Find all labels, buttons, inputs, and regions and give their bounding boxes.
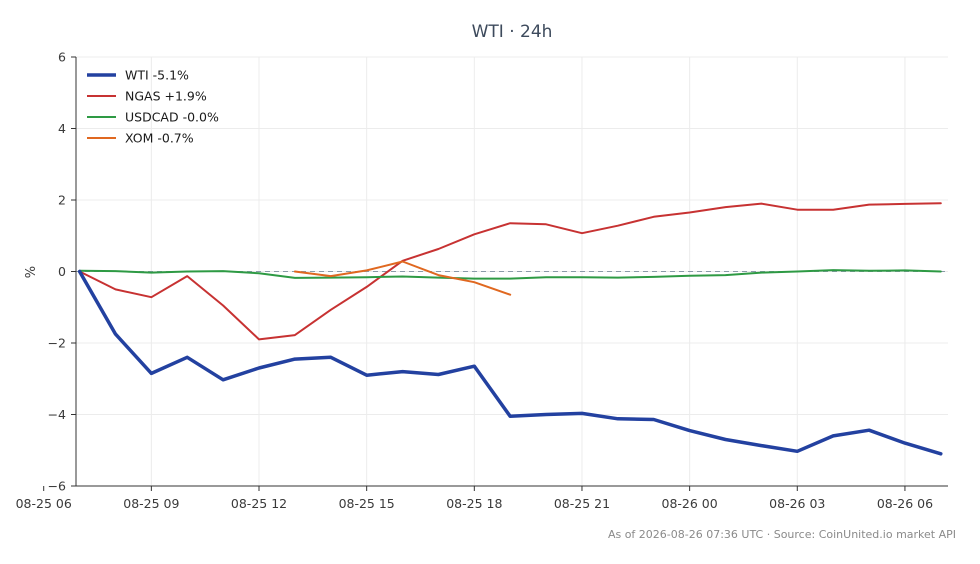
footer-source: As of 2026-08-26 07:36 UTC · Source: Coi… xyxy=(608,528,956,541)
legend-label: NGAS +1.9% xyxy=(125,89,207,104)
y-axis-label: % xyxy=(24,266,39,278)
legend-label: XOM -0.7% xyxy=(125,131,194,146)
y-tick-label: 2 xyxy=(58,193,66,208)
legend-item: NGAS +1.9% xyxy=(87,89,207,104)
x-tick-label: 08-25 15 xyxy=(339,496,395,511)
series-line-ngas xyxy=(78,202,942,341)
x-tick-label: 08-25 09 xyxy=(123,496,179,511)
series-line-wti xyxy=(77,269,943,456)
y-tick-label: 6 xyxy=(58,50,66,65)
series-line-xom xyxy=(293,260,512,296)
legend-item: WTI -5.1% xyxy=(87,68,189,83)
series-line-usdcad xyxy=(78,269,942,280)
legend: WTI -5.1% NGAS +1.9% USDCAD -0.0% XOM -0.7% xyxy=(87,68,219,146)
legend-item: XOM -0.7% xyxy=(87,131,194,146)
x-ticks: 08-25 06 08-25 09 08-25 12 08-25 15 08-25 18… xyxy=(16,486,933,511)
x-tick-label: 08-25 21 xyxy=(554,496,610,511)
x-tick-label: 08-26 06 xyxy=(877,496,933,511)
y-ticks: −6 −4 −2 0 2 4 6 xyxy=(48,50,76,494)
legend-label: WTI -5.1% xyxy=(125,68,189,83)
y-tick-label: −6 xyxy=(48,479,66,494)
x-tick-label: 08-26 03 xyxy=(769,496,825,511)
x-tick-label: 08-25 12 xyxy=(231,496,287,511)
x-tick-label: 08-25 18 xyxy=(446,496,502,511)
series-layer xyxy=(77,202,943,456)
y-tick-label: 0 xyxy=(58,264,66,279)
legend-item: USDCAD -0.0% xyxy=(87,110,219,125)
x-tick-label: 08-25 06 xyxy=(16,496,72,511)
legend-label: USDCAD -0.0% xyxy=(125,110,219,125)
chart-title: WTI · 24h xyxy=(472,22,553,42)
y-tick-label: −2 xyxy=(48,336,66,351)
x-tick-label: 08-26 00 xyxy=(662,496,718,511)
y-tick-label: −4 xyxy=(48,407,66,422)
y-tick-label: 4 xyxy=(58,121,66,136)
